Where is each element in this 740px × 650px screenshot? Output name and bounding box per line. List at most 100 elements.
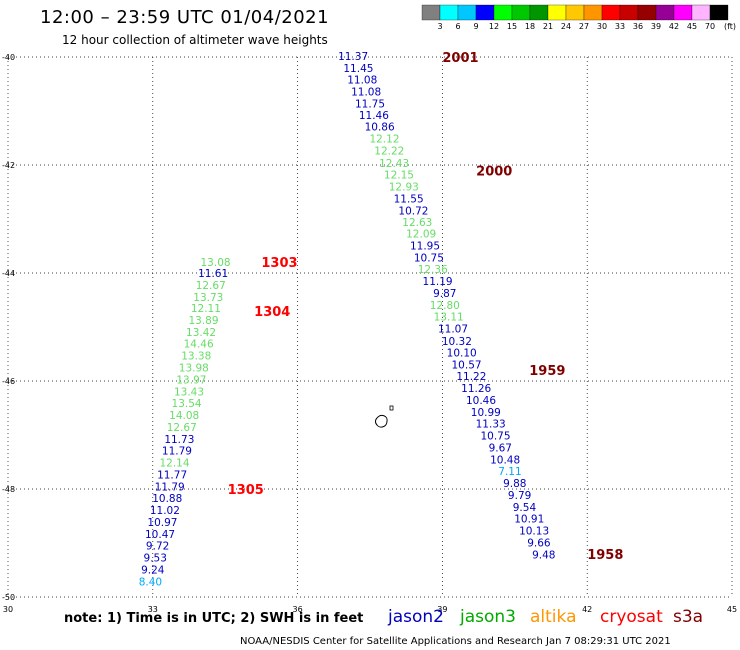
color-scale-legend: 3 6 9 12 15 18 21 24 27 30 33 36 39 42 45 70 (ft) bbox=[421, 4, 736, 31]
wave-height-value: 9.88 bbox=[503, 478, 526, 490]
wave-height-value: 9.48 bbox=[532, 549, 555, 561]
wave-height-value: 11.55 bbox=[394, 193, 424, 205]
color-scale-swatch bbox=[475, 4, 495, 21]
color-scale-swatch bbox=[691, 4, 711, 21]
wave-height-value: 7.11 bbox=[498, 466, 521, 478]
wave-height-value: 12.36 bbox=[418, 264, 448, 276]
color-scale-label: 24 bbox=[561, 22, 571, 31]
wave-height-value: 11.07 bbox=[438, 324, 468, 336]
color-scale-label: 36 bbox=[633, 22, 643, 31]
wave-height-value: 12.63 bbox=[402, 217, 432, 229]
wave-height-value: 10.47 bbox=[145, 529, 175, 541]
wave-height-value: 14.08 bbox=[169, 410, 199, 422]
wave-height-value: 9.66 bbox=[527, 537, 551, 549]
color-scale-label: 9 bbox=[473, 22, 478, 31]
color-scale-label: 21 bbox=[543, 22, 553, 31]
wave-height-value: 11.73 bbox=[164, 434, 194, 446]
wave-height-value: 9.72 bbox=[146, 541, 169, 553]
wave-height-value: 13.73 bbox=[193, 292, 223, 304]
wave-height-value: 10.72 bbox=[398, 205, 428, 217]
wave-height-value: 9.67 bbox=[489, 442, 512, 454]
wave-height-value: 11.77 bbox=[157, 469, 187, 481]
wave-height-value: 13.38 bbox=[181, 351, 211, 363]
pass-time-labels: 2001 2000 1959 1958 1303 1304 1305 bbox=[228, 51, 624, 563]
color-scale-swatch bbox=[421, 4, 441, 21]
color-scale-swatch bbox=[601, 4, 621, 21]
page-subtitle: 12 hour collection of altimeter wave hei… bbox=[62, 33, 328, 47]
color-scale-label: 42 bbox=[669, 22, 679, 31]
lon-tick-label: 42 bbox=[582, 605, 592, 614]
wave-height-value: 13.54 bbox=[172, 398, 202, 410]
wave-height-value: 12.22 bbox=[374, 145, 404, 157]
wave-height-value: 13.43 bbox=[174, 386, 204, 398]
wave-height-value: 10.86 bbox=[365, 122, 395, 134]
wave-height-value: 13.98 bbox=[179, 363, 209, 375]
wave-height-value: 10.46 bbox=[466, 395, 496, 407]
wave-height-value: 10.88 bbox=[152, 493, 182, 505]
lon-tick-label: 36 bbox=[293, 605, 303, 614]
wave-height-value: 10.48 bbox=[490, 454, 520, 466]
wave-height-value: 11.02 bbox=[150, 505, 180, 517]
wave-height-value: 14.46 bbox=[184, 339, 214, 351]
lon-tick-label: 45 bbox=[727, 605, 737, 614]
wave-height-value: 12.67 bbox=[196, 280, 226, 292]
wave-height-value: 10.32 bbox=[442, 336, 472, 348]
wave-height-value: 11.95 bbox=[410, 240, 440, 252]
wave-height-value: 11.08 bbox=[351, 87, 381, 99]
color-scale-label: 33 bbox=[615, 22, 625, 31]
wave-height-value: 8.40 bbox=[139, 576, 162, 588]
pass-time-label: 1303 bbox=[261, 256, 297, 271]
wave-height-value: 12.43 bbox=[379, 158, 409, 170]
color-scale-swatch bbox=[511, 4, 531, 21]
wave-height-value: 10.75 bbox=[480, 431, 510, 443]
lon-tick-label: 39 bbox=[437, 605, 447, 614]
color-scale-swatch bbox=[673, 4, 693, 21]
pass-time-label: 1304 bbox=[254, 305, 290, 320]
color-scale-label: 27 bbox=[579, 22, 589, 31]
wave-height-value: 9.54 bbox=[513, 502, 537, 514]
wave-height-value: 9.53 bbox=[144, 553, 167, 565]
wave-height-value: 9.87 bbox=[433, 288, 456, 300]
wave-height-points: 11.3711.4511.0811.0811.7511.4610.8612.12… bbox=[139, 51, 556, 588]
color-scale-swatch bbox=[529, 4, 549, 21]
color-scale-label: 12 bbox=[489, 22, 499, 31]
lat-tick-label: -48 bbox=[2, 485, 15, 494]
wave-height-value: 12.11 bbox=[191, 303, 221, 315]
wave-height-value: 10.75 bbox=[414, 252, 444, 264]
color-scale-label: 39 bbox=[651, 22, 661, 31]
axis-labels: 30 33 36 39 42 45 -40 -42 -44 -46 -48 -50 bbox=[2, 53, 737, 614]
wave-height-value: 13.42 bbox=[186, 327, 216, 339]
wave-height-value: 11.08 bbox=[347, 75, 377, 87]
lat-tick-label: -42 bbox=[2, 161, 15, 170]
wave-height-value: 12.12 bbox=[369, 134, 399, 146]
wave-height-value: 9.24 bbox=[141, 564, 165, 576]
lat-tick-label: -50 bbox=[2, 593, 15, 602]
color-scale-swatch bbox=[637, 4, 657, 21]
wave-height-value: 11.61 bbox=[198, 268, 228, 280]
color-scale-label: 6 bbox=[455, 22, 460, 31]
wave-height-value: 9.79 bbox=[508, 490, 531, 502]
pass-time-label: 1305 bbox=[228, 483, 264, 498]
lon-tick-label: 33 bbox=[148, 605, 158, 614]
wave-height-value: 11.33 bbox=[476, 419, 506, 431]
wave-height-value: 10.91 bbox=[514, 514, 544, 526]
legend-cryosat: cryosat bbox=[600, 607, 663, 627]
wave-height-value: 10.57 bbox=[452, 359, 482, 371]
units-note: note: 1) Time is in UTC; 2) SWH is in fe… bbox=[64, 611, 364, 626]
wave-height-value: 11.75 bbox=[355, 98, 385, 110]
color-scale-swatch bbox=[709, 4, 729, 21]
wave-height-value: 13.08 bbox=[201, 257, 231, 269]
wave-height-value: 11.26 bbox=[461, 383, 491, 395]
wave-height-value: 12.80 bbox=[430, 300, 460, 312]
color-scale-swatch bbox=[439, 4, 459, 21]
wave-height-value: 11.22 bbox=[456, 371, 486, 383]
color-scale-unit: (ft) bbox=[724, 22, 736, 31]
lat-tick-label: -44 bbox=[2, 269, 15, 278]
wave-height-value: 11.79 bbox=[162, 446, 192, 458]
wave-height-value: 11.45 bbox=[343, 63, 373, 75]
wave-height-value: 12.14 bbox=[159, 458, 189, 470]
island-outline bbox=[375, 405, 394, 428]
wave-height-value: 13.97 bbox=[176, 374, 206, 386]
color-scale-label: 30 bbox=[597, 22, 607, 31]
wave-height-value: 12.67 bbox=[167, 422, 197, 434]
